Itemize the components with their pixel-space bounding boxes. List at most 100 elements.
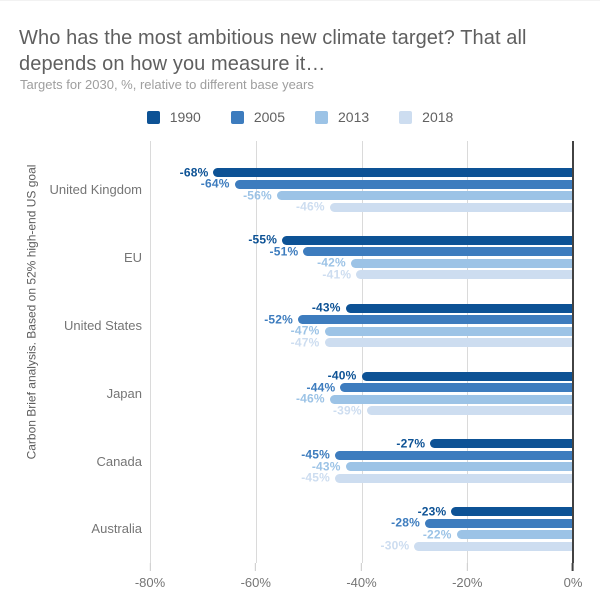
value-label: -41%: [322, 267, 352, 282]
bar-2013[interactable]: -43%: [312, 460, 573, 474]
bar-zone: -55% -51% -42% -41%: [142, 224, 573, 292]
tick-label: -80%: [134, 575, 166, 590]
legend-item-2005[interactable]: 2005: [230, 109, 285, 125]
bar-1990[interactable]: -43%: [312, 301, 573, 315]
legend-label: 1990: [169, 109, 201, 125]
value-label: -42%: [317, 256, 346, 271]
category-label: United States: [63, 317, 142, 333]
bar-zone: -68% -64% -56% -46%: [142, 156, 573, 224]
value-label: -23%: [417, 504, 447, 519]
x-tick--60%: -60%: [241, 563, 271, 590]
bar-2013[interactable]: -22%: [423, 527, 573, 541]
bar-2018[interactable]: -46%: [296, 200, 573, 214]
tick-mark: [360, 563, 362, 571]
value-label: -56%: [243, 188, 272, 203]
value-label: -30%: [380, 538, 410, 553]
bar-2013[interactable]: -42%: [317, 256, 573, 270]
bar-2005[interactable]: -51%: [270, 245, 573, 259]
bar-1990[interactable]: -55%: [248, 233, 573, 247]
legend-swatch-icon: [146, 110, 160, 124]
bar-zone: -40% -44% -46% -39%: [142, 359, 573, 427]
bar-group-united-states: United States -43% -52% -47% -47%: [0, 292, 573, 360]
category-label: Japan: [106, 385, 142, 401]
value-label: -43%: [311, 300, 341, 315]
bar-2005[interactable]: -64%: [201, 177, 573, 191]
tick-mark: [149, 563, 151, 571]
zero-axis-line: [572, 141, 574, 563]
gridline: [361, 141, 363, 563]
category-label: EU: [123, 250, 142, 266]
value-label: -28%: [391, 515, 420, 530]
bar-group-eu: EU -55% -51% -42% -41%: [0, 224, 573, 292]
legend-item-2018[interactable]: 2018: [399, 109, 453, 125]
legend-label: 2013: [338, 109, 370, 125]
bar-2018[interactable]: -47%: [291, 335, 573, 349]
x-tick-0%: 0%: [563, 563, 583, 590]
bar-2005[interactable]: -45%: [301, 448, 573, 462]
bar-2013[interactable]: -46%: [296, 392, 573, 406]
tick-label: -40%: [346, 575, 377, 590]
value-label: -46%: [295, 391, 325, 406]
bar-group-japan: Japan -40% -44% -46% -39%: [0, 359, 573, 427]
tick-mark: [571, 563, 574, 571]
value-label: -39%: [332, 403, 362, 418]
bar-2013[interactable]: -47%: [291, 324, 573, 338]
bar-2013[interactable]: -56%: [243, 188, 573, 202]
bar-2005[interactable]: -28%: [391, 516, 573, 530]
legend-item-1990[interactable]: 1990: [146, 109, 201, 125]
plot-area: [150, 141, 574, 563]
gridline: [255, 141, 257, 563]
value-label: -51%: [269, 244, 299, 259]
value-label: -44%: [306, 380, 336, 395]
bar-zone: -23% -28% -22% -30%: [142, 495, 573, 563]
gridline: [150, 141, 151, 563]
bar-1990[interactable]: -68%: [180, 165, 573, 179]
bar-zone: -43% -52% -47% -47%: [142, 292, 573, 360]
legend: 1990 2005 2013 2018: [0, 107, 600, 127]
bar-2018[interactable]: -30%: [381, 539, 573, 553]
value-label: -45%: [301, 448, 331, 463]
chart-title: Who has the most ambitious new climate t…: [19, 27, 527, 75]
bar-2018[interactable]: -41%: [322, 268, 573, 282]
value-label: -64%: [200, 176, 230, 191]
bar-1990[interactable]: -23%: [418, 504, 573, 518]
value-label: -40%: [327, 368, 357, 383]
x-tick--20%: -20%: [452, 563, 482, 590]
bar-group-canada: Canada -27% -45% -43% -45%: [0, 427, 573, 495]
category-label: Australia: [91, 521, 142, 537]
value-label: -52%: [264, 312, 294, 327]
value-label: -46%: [295, 199, 325, 214]
category-label: United Kingdom: [49, 182, 143, 198]
value-label: -27%: [396, 436, 426, 451]
bar-group-australia: Australia -23% -28% -22% -30%: [0, 495, 573, 563]
bar-2005[interactable]: -44%: [307, 380, 573, 394]
bar-group-united-kingdom: United Kingdom -68% -64% -56% -46%: [0, 156, 573, 224]
tick-label: -20%: [452, 575, 483, 590]
bar-2018[interactable]: -39%: [333, 403, 573, 417]
legend-label: 2005: [253, 109, 285, 125]
bar-1990[interactable]: -40%: [328, 369, 573, 383]
tick-label: -60%: [240, 575, 271, 590]
legend-label: 2018: [422, 109, 454, 125]
legend-swatch-icon: [230, 110, 244, 124]
value-label: -43%: [311, 459, 341, 474]
x-tick--40%: -40%: [346, 563, 377, 590]
x-axis: -80% -60% -40% -20% 0%: [135, 563, 582, 599]
value-label: -55%: [248, 233, 278, 248]
x-tick--80%: -80%: [135, 563, 165, 590]
bar-2018[interactable]: -45%: [301, 471, 573, 485]
legend-swatch-icon: [399, 110, 413, 124]
tick-mark: [466, 563, 468, 571]
bar-2005[interactable]: -52%: [264, 312, 573, 326]
value-label: -47%: [290, 335, 320, 350]
bar-1990[interactable]: -27%: [396, 437, 573, 451]
tick-label: 0%: [563, 575, 583, 590]
tick-mark: [255, 563, 257, 571]
value-label: -47%: [290, 323, 320, 338]
value-label: -45%: [301, 471, 331, 486]
chart-subtitle: Targets for 2030, %, relative to differe…: [20, 77, 314, 92]
value-label: -68%: [179, 165, 209, 180]
legend-item-2013[interactable]: 2013: [315, 109, 369, 125]
category-label: Canada: [96, 453, 142, 469]
